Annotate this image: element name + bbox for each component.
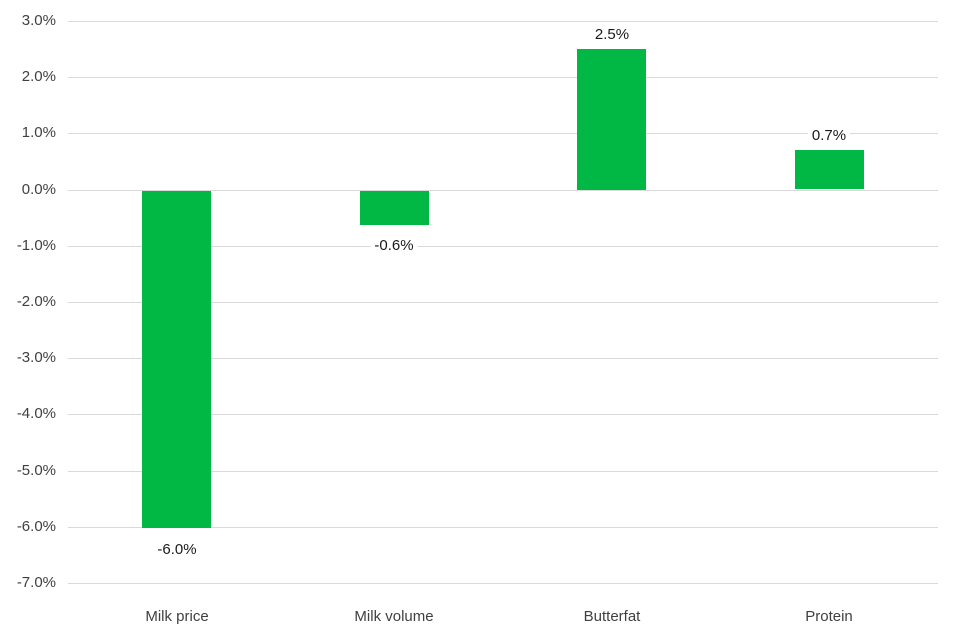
gridline — [68, 358, 938, 359]
y-axis-tick-label: -2.0% — [16, 293, 56, 310]
x-axis-category-label: Milk price — [145, 608, 209, 625]
gridline — [68, 246, 938, 247]
gridline — [68, 133, 938, 134]
gridline — [68, 190, 938, 191]
y-axis-tick-label: -1.0% — [16, 237, 56, 254]
gridline — [68, 527, 938, 528]
y-axis-tick-label: 2.0% — [21, 68, 56, 85]
bar-protein — [795, 150, 864, 189]
y-axis-tick-label: 3.0% — [21, 12, 56, 29]
gridline — [68, 414, 938, 415]
gridline — [68, 21, 938, 22]
bar-milk-price — [142, 191, 211, 528]
y-axis-tick-label: 1.0% — [21, 124, 56, 141]
y-axis-tick-label: -5.0% — [16, 462, 56, 479]
gridline — [68, 471, 938, 472]
gridline — [68, 302, 938, 303]
y-axis-tick-label: -4.0% — [16, 405, 56, 422]
bar-milk-volume — [360, 191, 429, 225]
gridline — [68, 583, 938, 584]
x-axis-category-label: Protein — [805, 608, 853, 625]
y-axis-tick-label: -6.0% — [16, 518, 56, 535]
x-axis-category-label: Butterfat — [583, 608, 641, 625]
gridline — [68, 77, 938, 78]
y-axis-tick-label: 0.0% — [21, 181, 56, 198]
x-axis-category-label: Milk volume — [354, 608, 434, 625]
bar-value-label: -0.6% — [370, 236, 418, 256]
bar-value-label: 0.7% — [807, 126, 851, 146]
y-axis-tick-label: -7.0% — [16, 574, 56, 591]
y-axis-tick-label: -3.0% — [16, 349, 56, 366]
bar-value-label: 2.5% — [590, 25, 634, 45]
bar-butterfat — [577, 49, 646, 190]
bar-value-label: -6.0% — [153, 540, 201, 560]
